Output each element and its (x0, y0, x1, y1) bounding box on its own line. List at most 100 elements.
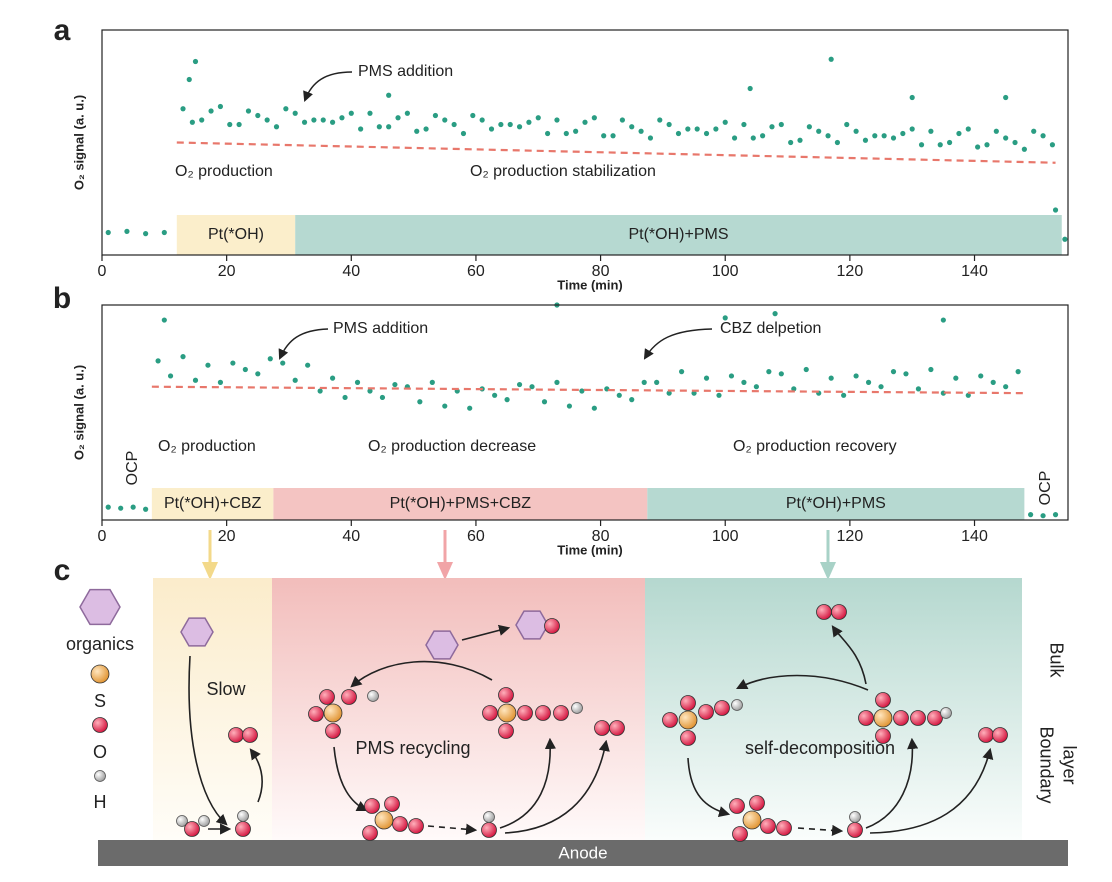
data-point (601, 133, 607, 139)
reaction-arrow (427, 823, 478, 835)
data-point (841, 392, 847, 398)
data-point (317, 388, 323, 394)
data-point (554, 379, 560, 385)
data-point (1052, 207, 1059, 213)
atom (553, 705, 569, 721)
annotation: O₂ production decrease (368, 438, 536, 455)
data-point (376, 124, 382, 130)
data-point (772, 311, 778, 317)
data-point (865, 379, 872, 385)
x-tick-label: 40 (342, 263, 360, 280)
data-point (342, 394, 348, 401)
x-tick-label: 120 (837, 263, 864, 280)
data-point (199, 117, 205, 123)
x-tick-label: 40 (342, 528, 360, 545)
data-point (267, 356, 273, 362)
reaction-arrow (735, 674, 869, 691)
layer-label: layer (1059, 745, 1079, 784)
reaction-arrow (499, 737, 557, 829)
atom (731, 699, 743, 711)
region-label: PMS recycling (355, 738, 470, 758)
data-point (516, 124, 523, 130)
reaction-arrow (504, 739, 610, 834)
atom (482, 705, 498, 721)
data-point (691, 390, 697, 396)
data-point (1062, 236, 1068, 242)
data-point (878, 384, 884, 390)
atom (535, 705, 551, 721)
data-point (610, 133, 616, 139)
data-point (909, 126, 915, 132)
data-point (803, 366, 809, 373)
data-point (161, 229, 167, 236)
panel-label: a (54, 14, 71, 47)
atom (235, 821, 251, 837)
data-point (1049, 142, 1056, 148)
data-point (797, 137, 803, 143)
data-point (404, 110, 410, 116)
atom (367, 690, 379, 702)
data-point (130, 504, 136, 510)
phase-band (176, 215, 296, 255)
data-point (180, 106, 186, 112)
atom (323, 703, 343, 723)
data-point (872, 133, 878, 139)
reaction-arrow (865, 737, 919, 829)
data-point (227, 121, 233, 128)
phase-label: Pt(*OH)+PMS (786, 495, 886, 512)
data-point (890, 369, 897, 375)
data-point (816, 128, 822, 134)
data-point (900, 130, 906, 137)
data-point (329, 119, 336, 125)
atom (498, 723, 514, 739)
atom (594, 720, 610, 736)
region (153, 578, 272, 840)
data-point (928, 366, 934, 373)
data-point (675, 130, 682, 137)
x-tick-label: 20 (218, 263, 236, 280)
atom (237, 810, 249, 822)
data-point (339, 115, 345, 121)
atom (927, 710, 943, 726)
atom (408, 818, 424, 834)
annotation-arrow (278, 328, 329, 360)
atom (760, 818, 776, 834)
phase-band (295, 215, 1062, 255)
annotation: O₂ production stabilization (470, 163, 656, 180)
atom (910, 710, 926, 726)
atom (849, 811, 861, 823)
data-point (451, 121, 457, 128)
data-point (217, 103, 224, 110)
annotation: O₂ production recovery (733, 438, 897, 455)
phase-label: Pt(*OH)+CBZ (164, 495, 262, 512)
data-point (1003, 384, 1009, 390)
data-point (167, 373, 174, 379)
data-point (629, 397, 635, 403)
atom (364, 798, 380, 814)
atom (680, 730, 696, 746)
data-point (978, 373, 984, 379)
x-tick-label: 80 (592, 263, 610, 280)
data-point (354, 379, 361, 385)
data-point (488, 126, 495, 132)
data-point (236, 121, 242, 128)
data-point (713, 126, 719, 132)
data-point (1012, 139, 1018, 146)
data-point (1040, 133, 1046, 139)
data-point (984, 142, 990, 148)
annotation: PMS addition (358, 63, 453, 80)
data-point (1040, 513, 1046, 519)
data-point (750, 135, 756, 141)
atom (609, 720, 625, 736)
data-point (666, 121, 672, 128)
data-point (320, 117, 326, 123)
plot-frame (101, 304, 1069, 521)
data-point (554, 117, 560, 123)
atom (875, 728, 891, 744)
data-point (853, 128, 859, 134)
data-point (573, 128, 579, 134)
data-point (143, 231, 149, 237)
annotation: O₂ production (175, 163, 273, 180)
data-point (541, 399, 548, 405)
data-point (479, 117, 485, 123)
